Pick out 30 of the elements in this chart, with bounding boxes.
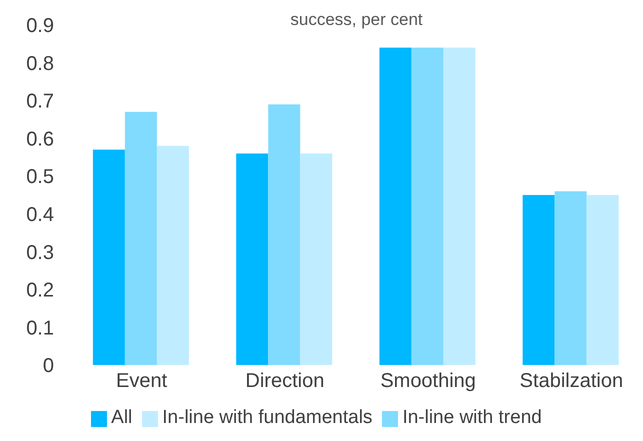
bar [554,191,587,365]
y-tick-label: 0.9 [26,15,54,38]
legend-label: In-line with trend [402,407,542,428]
y-tick-label: 0 [42,355,54,378]
bar [443,48,476,365]
bar [236,153,268,365]
x-tick-label: Stabilzation [520,370,624,392]
bar [156,146,189,365]
y-tick-label: 0.7 [26,90,54,113]
x-tick-label: Event [116,370,168,392]
bar [411,48,444,365]
bar [379,48,412,365]
bar [124,112,157,365]
x-tick-label: Smoothing [380,370,476,392]
y-tick-label: 0.2 [26,280,54,302]
y-tick-label: 0.1 [26,317,54,340]
chart-title: success, per cent [289,10,424,30]
y-tick-label: 0.5 [26,166,54,188]
y-tick-label: 0.8 [26,52,54,75]
bar [92,150,125,365]
bar [586,195,619,365]
y-tick-label: 0.3 [26,242,54,264]
bar [522,195,555,365]
legend-label: In-line with fundamentals [162,407,372,428]
y-tick-label: 0.6 [26,128,54,150]
bar [268,104,300,365]
bar [300,153,332,365]
y-tick-label: 0.4 [26,204,54,226]
legend-label: All [111,407,132,428]
x-tick-label: Direction [245,370,324,392]
